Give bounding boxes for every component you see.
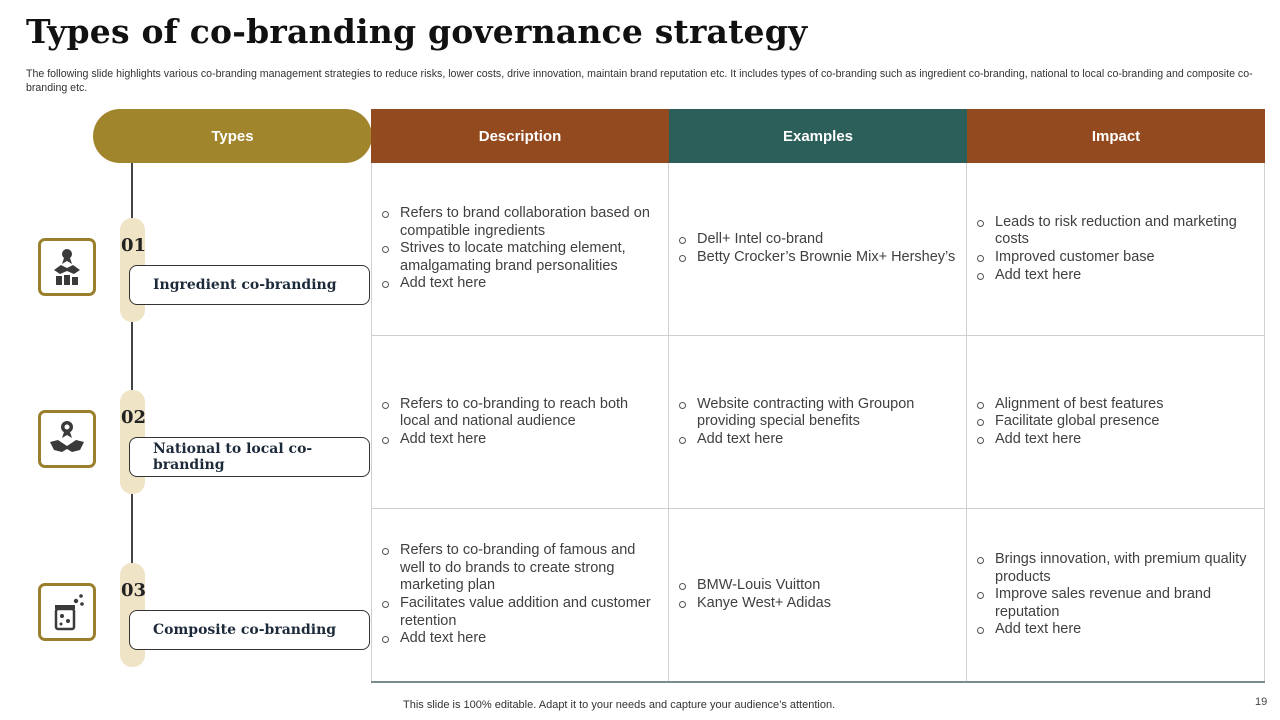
type-label: National to local co-branding: [129, 437, 370, 477]
description-bullet: Add text here: [380, 275, 658, 293]
description-bullet: Add text here: [380, 630, 658, 648]
strategy-table: Description Examples Impact Refers to br…: [371, 109, 1265, 683]
page-subtitle: The following slide highlights various c…: [26, 68, 1253, 94]
header-impact: Impact: [967, 109, 1265, 163]
footer-note: This slide is 100% editable. Adapt it to…: [403, 699, 836, 711]
type-row-3: 03 Composite co-branding: [0, 563, 372, 673]
header-description: Description: [371, 109, 669, 163]
row-number: 03: [121, 580, 147, 601]
example-bullet: Website contracting with Groupon providi…: [677, 396, 956, 431]
impact-bullet: Add text here: [975, 621, 1254, 639]
page-title: Types of co-branding governance strategy: [26, 12, 808, 51]
row-number: 01: [121, 235, 147, 256]
examples-cell: Website contracting with Groupon providi…: [669, 336, 967, 509]
description-cell: Refers to brand collaboration based on c…: [371, 163, 669, 336]
description-cell: Refers to co-branding to reach both loca…: [371, 336, 669, 509]
impact-bullet: Improved customer base: [975, 249, 1254, 267]
award-handshake-icon: [38, 238, 96, 296]
impact-bullet: Add text here: [975, 431, 1163, 449]
description-cell: Refers to co-branding of famous and well…: [371, 509, 669, 681]
impact-bullet: Alignment of best features: [975, 396, 1163, 414]
examples-cell: BMW-Louis Vuitton Kanye West+ Adidas: [669, 509, 967, 681]
type-row-1: 01 Ingredient co-branding: [0, 218, 372, 328]
example-bullet: Dell+ Intel co-brand: [677, 231, 955, 249]
description-bullet: Refers to brand collaboration based on c…: [380, 205, 658, 240]
examples-cell: Dell+ Intel co-brand Betty Crocker’s Bro…: [669, 163, 967, 336]
type-label: Ingredient co-branding: [129, 265, 370, 305]
header-examples: Examples: [669, 109, 967, 163]
type-label: Composite co-branding: [129, 610, 370, 650]
page-number: 19: [1255, 696, 1268, 708]
description-bullet: Facilitates value addition and customer …: [380, 595, 658, 630]
example-bullet: Add text here: [677, 431, 956, 449]
example-bullet: Betty Crocker’s Brownie Mix+ Hershey’s: [677, 249, 955, 267]
impact-bullet: Add text here: [975, 267, 1254, 285]
impact-cell: Alignment of best features Facilitate gl…: [967, 336, 1265, 509]
description-bullet: Refers to co-branding of famous and well…: [380, 542, 658, 595]
description-bullet: Refers to co-branding to reach both loca…: [380, 396, 658, 431]
example-bullet: Kanye West+ Adidas: [677, 595, 831, 613]
description-bullet: Strives to locate matching element, amal…: [380, 240, 658, 275]
impact-bullet: Leads to risk reduction and marketing co…: [975, 214, 1254, 249]
type-row-2: 02 National to local co-branding: [0, 390, 372, 500]
row-number: 02: [121, 407, 147, 428]
impact-bullet: Brings innovation, with premium quality …: [975, 551, 1254, 586]
handshake-medal-icon: [38, 410, 96, 468]
impact-cell: Leads to risk reduction and marketing co…: [967, 163, 1265, 336]
types-header: Types: [93, 109, 372, 163]
types-header-label: Types: [211, 127, 254, 145]
ingredient-jar-icon: [38, 583, 96, 641]
impact-cell: Brings innovation, with premium quality …: [967, 509, 1265, 681]
impact-bullet: Improve sales revenue and brand reputati…: [975, 586, 1254, 621]
impact-bullet: Facilitate global presence: [975, 413, 1163, 431]
example-bullet: BMW-Louis Vuitton: [677, 577, 831, 595]
description-bullet: Add text here: [380, 431, 658, 449]
